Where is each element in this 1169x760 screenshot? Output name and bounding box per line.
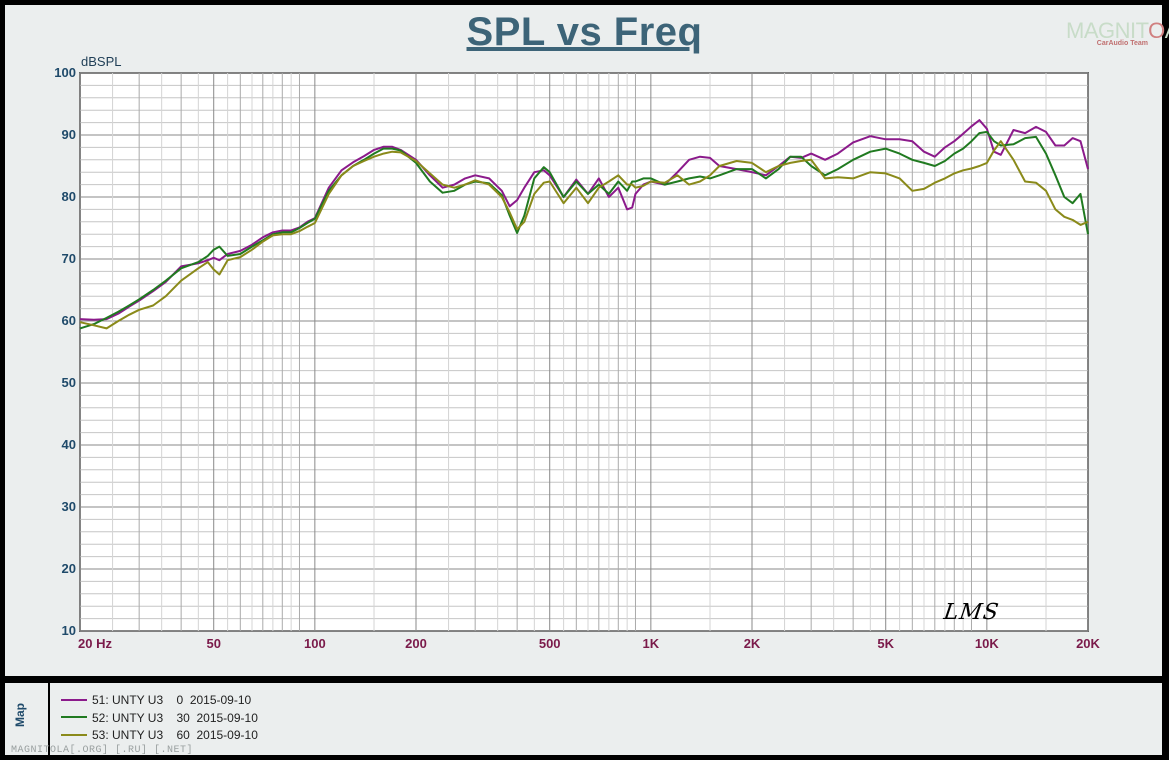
y-tick-label: 60 bbox=[61, 313, 76, 328]
y-tick-label: 70 bbox=[61, 251, 76, 266]
y-tick-label: 10 bbox=[61, 623, 76, 638]
x-tick-label: 10K bbox=[974, 636, 999, 651]
legend-label: 51: UNTY U3 0 2015-09-10 bbox=[92, 693, 252, 707]
y-axis-label: dBSPL bbox=[81, 54, 122, 69]
y-tick-label: 20 bbox=[61, 561, 76, 576]
legend-item[interactable]: 52: UNTY U3 30 2015-09-10 bbox=[61, 711, 258, 727]
legend-panel: Map 51: UNTY U3 0 2015-09-10 52: UNTY U3 … bbox=[5, 683, 1162, 755]
lms-signature: LMS bbox=[941, 599, 1001, 625]
legend-swatch bbox=[61, 716, 87, 719]
legend-item[interactable]: 53: UNTY U3 60 2015-09-10 bbox=[61, 728, 258, 744]
chart-title: SPL vs Freq bbox=[466, 10, 703, 54]
map-tab[interactable]: Map bbox=[5, 683, 50, 755]
legend-item[interactable]: 51: UNTY U3 0 2015-09-10 bbox=[61, 693, 251, 709]
plot-frame bbox=[79, 72, 1089, 632]
map-label: Map bbox=[13, 703, 27, 727]
series-group bbox=[79, 119, 1089, 330]
x-tick-label: 50 bbox=[206, 636, 221, 651]
x-tick-label: 1K bbox=[642, 636, 660, 651]
legend-swatch bbox=[61, 698, 87, 701]
series-line-2 bbox=[79, 130, 1089, 330]
y-tick-label: 30 bbox=[61, 499, 76, 514]
x-tick-label: 20 Hz bbox=[78, 636, 112, 651]
x-tick-label: 2K bbox=[743, 636, 761, 651]
y-tick-label: 80 bbox=[61, 189, 76, 204]
watermark: MAGNITOLA[.ORG] [.RU] [.NET] bbox=[11, 745, 194, 756]
y-tick-label: 50 bbox=[61, 375, 76, 390]
x-tick-label: 200 bbox=[405, 636, 427, 651]
legend-label: 52: UNTY U3 30 2015-09-10 bbox=[92, 710, 258, 725]
logo-subtitle: CarAudio Team bbox=[1096, 40, 1148, 47]
magnitola-logo: MAGNITOA CarAudio Team bbox=[1066, 18, 1169, 52]
logo-text: MAGNITOA bbox=[1066, 18, 1169, 43]
x-tick-label: 500 bbox=[538, 636, 561, 651]
lms-text: LMS bbox=[941, 599, 1001, 625]
x-tick-label: 5K bbox=[877, 636, 895, 651]
y-tick-label: 90 bbox=[61, 127, 76, 142]
x-tick-label: 100 bbox=[303, 636, 326, 651]
legend-swatch bbox=[61, 733, 87, 736]
legend-label: 53: UNTY U3 60 2015-09-10 bbox=[92, 728, 258, 742]
x-tick-label: 20K bbox=[1076, 636, 1100, 651]
y-tick-label: 100 bbox=[54, 65, 76, 80]
y-tick-label: 40 bbox=[61, 437, 76, 452]
series-line-3 bbox=[79, 140, 1089, 330]
plot-area: LMS bbox=[79, 72, 1089, 632]
